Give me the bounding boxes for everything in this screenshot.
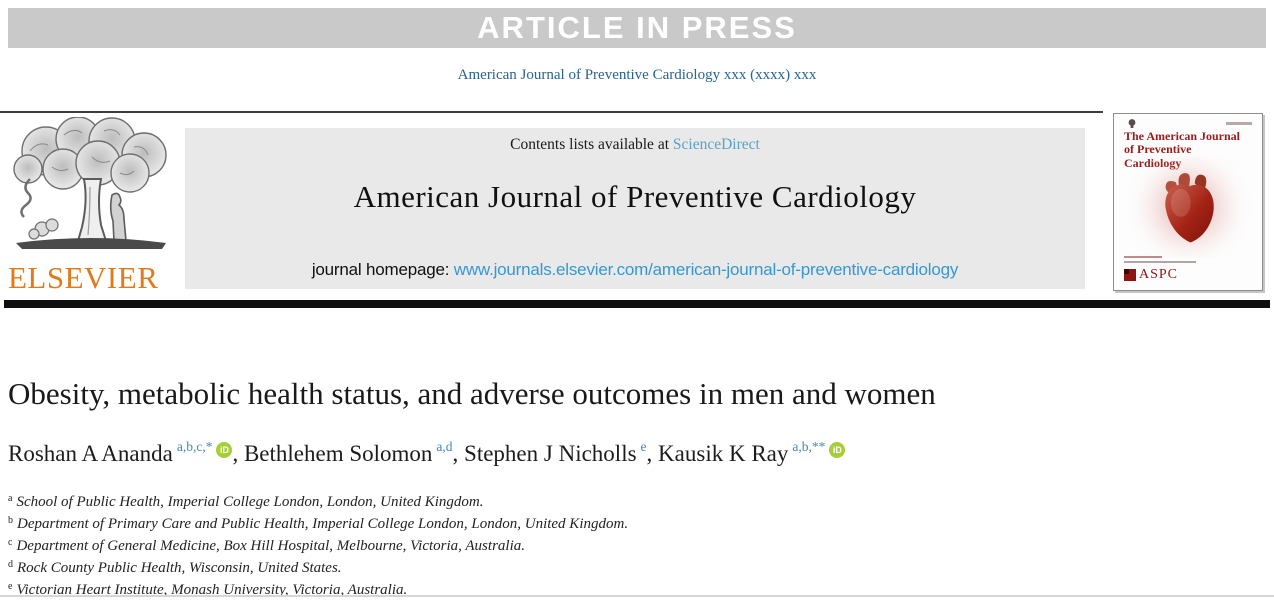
- author-list: Roshan A Ananda a,b,c,* iD, Bethlehem Solo…: [8, 439, 1208, 467]
- author: Roshan A Ananda a,b,c,* iD,: [8, 439, 244, 466]
- affiliation-text: Rock County Public Health, Wisconsin, Un…: [17, 560, 342, 576]
- author-affiliation-sup: a,d: [436, 439, 453, 454]
- journal-reference: American Journal of Preventive Cardiolog…: [457, 67, 817, 83]
- homepage-line: journal homepage: www.journals.elsevier.…: [185, 260, 1085, 280]
- cover-footnote-bar: [1124, 256, 1162, 258]
- affiliation-line: e Victorian Heart Institute, Monash Unive…: [8, 580, 1008, 602]
- affiliation-text: School of Public Health, Imperial Colleg…: [16, 494, 484, 510]
- cover-elsevier-mini-icon: [1128, 119, 1136, 128]
- affiliation-sup: e: [8, 581, 13, 592]
- aspc-wordmark: ASPC: [1139, 267, 1179, 282]
- affiliation-text: Department of General Medicine, Box Hill…: [16, 538, 525, 554]
- elsevier-wordmark: ELSEVIER: [8, 260, 159, 295]
- author-name: Kausik K Ray: [658, 441, 789, 466]
- orcid-icon[interactable]: iD: [216, 442, 233, 458]
- affiliation-line: a School of Public Health, Imperial Colle…: [8, 492, 1008, 514]
- elsevier-tree-icon: [13, 116, 167, 249]
- heart-icon: [1165, 173, 1214, 243]
- section-divider-bar: [4, 300, 1270, 308]
- contents-prefix: Contents lists available at: [510, 136, 673, 153]
- author: Bethlehem Solomon a,d,: [243, 439, 465, 466]
- cover-issue-info-bar: [1226, 122, 1252, 125]
- banner-text: ARTICLE IN PRESS: [477, 10, 797, 45]
- author-name: Stephen J Nicholls: [464, 441, 637, 466]
- author-separator: ,: [452, 441, 465, 466]
- contents-line: Contents lists available at ScienceDirec…: [185, 136, 1085, 154]
- author-separator: ,: [232, 441, 244, 466]
- cover-heart-illustration: [1121, 156, 1257, 258]
- author-name: Bethlehem Solomon: [243, 441, 433, 466]
- affiliation-list: a School of Public Health, Imperial Colle…: [8, 492, 1008, 602]
- affiliation-sup: d: [8, 559, 13, 570]
- author: Kausik K Ray a,b,** iD: [658, 439, 846, 466]
- affiliation-line: d Rock County Public Health, Wisconsin, U…: [8, 558, 1008, 580]
- author-separator: ,: [646, 441, 659, 466]
- author-affiliation-sup: a,b,c,*: [176, 439, 213, 454]
- article-title: Obesity, metabolic health status, and ad…: [8, 376, 936, 411]
- top-divider: [0, 111, 1103, 113]
- article-in-press-banner: ARTICLE IN PRESS: [8, 8, 1266, 48]
- masthead-journal-title: American Journal of Preventive Cardiolog…: [353, 179, 917, 214]
- cover-footnote-bar: [1124, 261, 1196, 263]
- elsevier-logo[interactable]: ELSEVIER: [8, 116, 180, 296]
- affiliation-sup: b: [8, 515, 13, 526]
- author: Stephen J Nicholls e,: [464, 439, 659, 466]
- affiliation-sup: c: [8, 537, 13, 548]
- journal-homepage-link[interactable]: www.journals.elsevier.com/american-journ…: [453, 260, 959, 279]
- cover-title: The American Journal of Preventive Cardi…: [1124, 129, 1240, 169]
- journal-cover-image: The American Journal of Preventive Cardi…: [1113, 113, 1263, 291]
- affiliation-text: Victorian Heart Institute, Monash Univer…: [16, 582, 408, 598]
- bottom-divider: [0, 595, 1274, 597]
- author-affiliation-sup: a,b,**: [792, 439, 826, 454]
- orcid-icon[interactable]: iD: [829, 442, 846, 458]
- affiliation-sup: a: [8, 493, 13, 504]
- affiliation-line: b Department of Primary Care and Public H…: [8, 514, 1008, 536]
- masthead: Contents lists available at ScienceDirec…: [185, 128, 1085, 289]
- affiliation-text: Department of Primary Care and Public He…: [17, 516, 629, 532]
- homepage-prefix: journal homepage:: [311, 260, 454, 279]
- author-affiliation-sup: e: [640, 439, 647, 454]
- aspc-logo: ASPC: [1124, 267, 1178, 283]
- author-name: Roshan A Ananda: [8, 441, 173, 466]
- aspc-square-icon: [1124, 269, 1136, 281]
- sciencedirect-link[interactable]: ScienceDirect: [672, 136, 760, 153]
- affiliation-line: c Department of General Medicine, Box Hil…: [8, 536, 1008, 558]
